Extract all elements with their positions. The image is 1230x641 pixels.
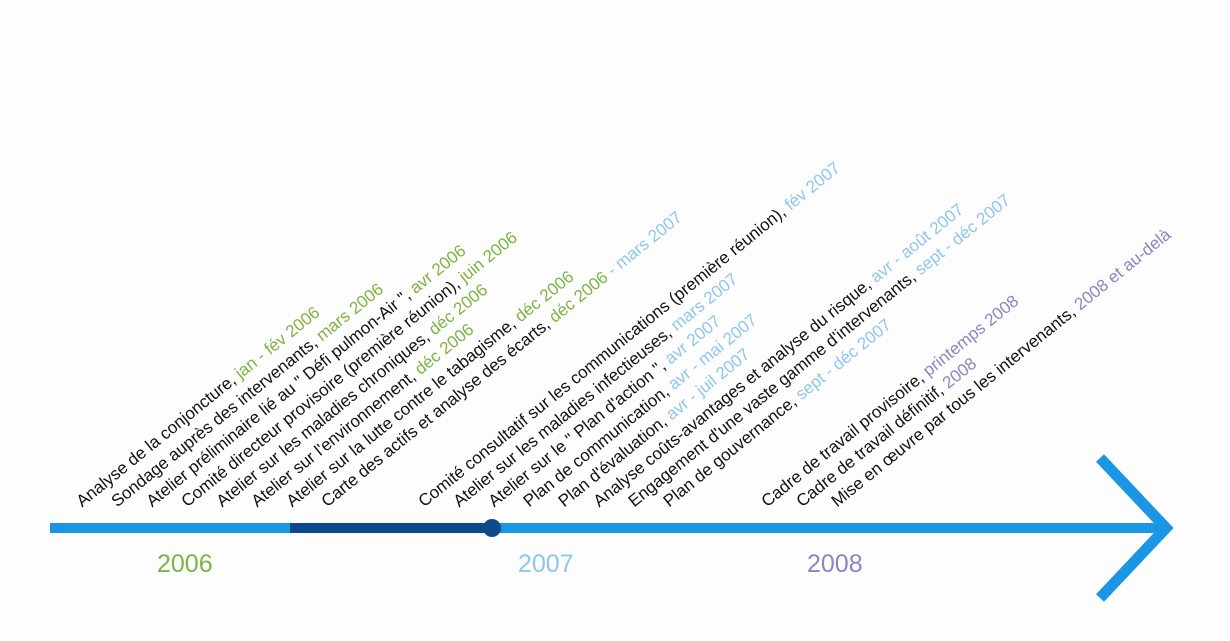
- arrowhead-icon: [1095, 454, 1174, 602]
- year-label-2006: 2006: [157, 550, 213, 578]
- year-label-2007: 2007: [518, 550, 574, 578]
- timeline-marker: [483, 519, 501, 537]
- year-label-2008: 2008: [807, 550, 863, 578]
